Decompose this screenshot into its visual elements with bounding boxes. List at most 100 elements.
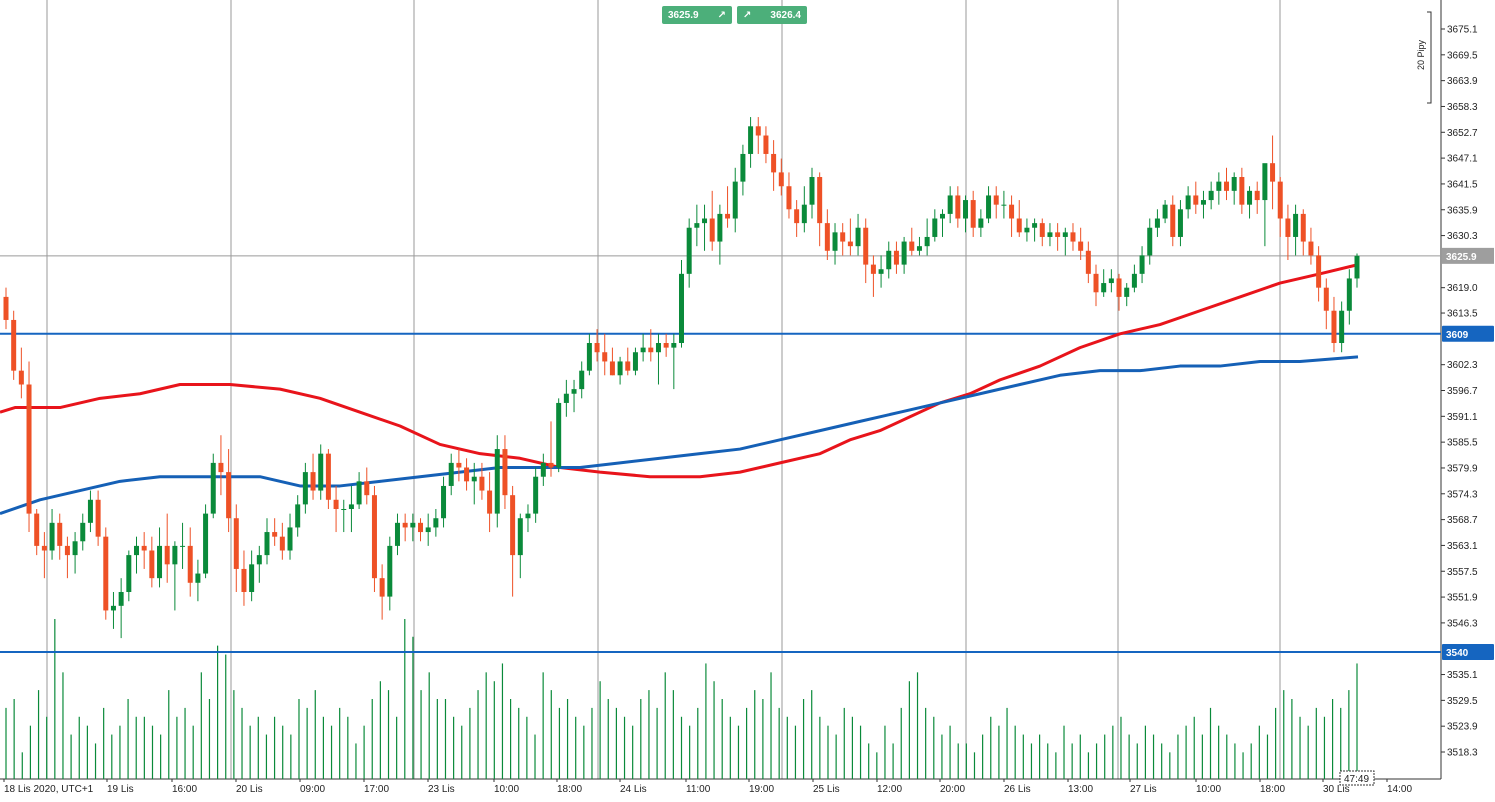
candle-body [632, 352, 638, 371]
candle-body [264, 532, 270, 556]
candle-body [548, 462, 554, 468]
price-tick-label: 3635.9 [1447, 205, 1478, 216]
candle-body [1254, 190, 1260, 201]
time-axis: 18 Lis 2020, UTC+1 19 Lis 16:00 20 Lis 09:00… [3, 770, 1412, 795]
bid-price-badge[interactable]: 3625.9 ↗ [662, 6, 732, 24]
candle-body [840, 232, 846, 242]
candle-body [778, 172, 784, 187]
pip-ruler-label: 20 Pipy [1416, 39, 1426, 70]
candle-body [1208, 190, 1214, 201]
candle-body [479, 476, 485, 491]
pip-ruler [1427, 11, 1432, 104]
bid-price: 3625.9 [668, 9, 699, 21]
candle-body [640, 347, 646, 353]
time-tick-label: 14:00 [1387, 784, 1412, 795]
candle-body [49, 522, 55, 551]
candle-body [487, 490, 493, 514]
candle-body [932, 218, 938, 237]
candle-body [226, 472, 232, 519]
time-tick-label: 10:00 [1196, 784, 1221, 795]
price-tick-label: 3613.5 [1447, 309, 1478, 320]
candle-body [909, 241, 915, 251]
candle-body [141, 545, 147, 551]
price-axis: 3675.1 3669.5 3663.9 3658.3 3652.7 3647.1 3641… [1416, 11, 1494, 759]
price-tick-label: 3529.5 [1447, 696, 1478, 707]
candle-body [525, 513, 531, 519]
candle-body [87, 499, 93, 523]
candle-body [970, 200, 976, 228]
candle-body [763, 135, 769, 154]
candle-body [748, 126, 754, 154]
candle-body [402, 522, 408, 528]
price-tick-label: 3557.5 [1447, 567, 1478, 578]
arrow-up-right-icon: ↗ [743, 9, 752, 21]
time-tick-label: 19 Lis [107, 784, 134, 795]
candle-body [663, 343, 669, 348]
candle-body [1093, 273, 1099, 293]
candle-body [1200, 200, 1206, 205]
candle-body [64, 545, 70, 556]
candle-body [118, 591, 124, 606]
candle-body [963, 200, 969, 219]
level-label-box [1442, 643, 1494, 660]
candle-body [394, 522, 400, 546]
candle-body [878, 269, 884, 274]
candle-body [1185, 195, 1191, 210]
candle-body [11, 319, 17, 371]
candle-body [456, 462, 462, 468]
candle-body [1346, 278, 1352, 311]
candle-body [3, 296, 9, 320]
candle-body [1247, 190, 1253, 205]
candle-body [947, 195, 953, 214]
candle-body [379, 578, 385, 597]
candle-body [694, 223, 700, 228]
price-tick-label: 3630.3 [1447, 231, 1478, 242]
candle-body [1231, 177, 1237, 191]
candle-body [441, 485, 447, 519]
price-tick-label: 3596.7 [1447, 386, 1478, 397]
candle-body [1009, 204, 1015, 219]
candle-body [1170, 204, 1176, 237]
candle-body [986, 195, 992, 219]
candle-body [939, 213, 945, 219]
candle-body [1116, 278, 1122, 297]
candle-body [157, 545, 163, 579]
candle-body [1277, 181, 1283, 219]
candles [3, 117, 1360, 639]
candle-body [870, 264, 876, 274]
candle-body [1193, 195, 1199, 205]
candle-body [494, 449, 500, 514]
candle-body [510, 495, 516, 556]
price-tick-label: 3563.1 [1447, 541, 1478, 552]
candle-body [686, 227, 692, 274]
candle-body [1108, 278, 1114, 284]
candle-body [34, 513, 40, 546]
candle-body [1224, 181, 1230, 191]
price-tick-label: 3619.0 [1447, 283, 1478, 294]
candle-body [1293, 213, 1299, 237]
candle-body [847, 241, 853, 247]
time-tick-label: 23 Lis [428, 784, 455, 795]
candle-body [771, 153, 777, 173]
candle-body [80, 522, 86, 542]
ask-price-badge[interactable]: ↗ 3626.4 [737, 6, 807, 24]
candle-body [1078, 241, 1084, 251]
candle-body [1001, 204, 1007, 206]
price-tick-label: 3647.1 [1447, 154, 1478, 165]
candle-body [1308, 241, 1314, 256]
time-tick-label: 25 Lis [813, 784, 840, 795]
candle-body [824, 223, 830, 251]
time-tick-label: 10:00 [494, 784, 519, 795]
candle-body [180, 545, 186, 547]
price-tick-label: 3574.3 [1447, 489, 1478, 500]
candle-body [1323, 287, 1329, 311]
candle-body [272, 532, 278, 537]
current-price-box [1442, 247, 1494, 264]
arrow-up-right-icon: ↗ [717, 9, 726, 21]
time-tick-label: 20 Lis [236, 784, 263, 795]
candle-body [594, 343, 600, 353]
horizontal-levels[interactable]: 3609 3540 [0, 325, 1494, 660]
candle-body [57, 522, 63, 546]
price-tick-label: 3579.9 [1447, 463, 1478, 474]
